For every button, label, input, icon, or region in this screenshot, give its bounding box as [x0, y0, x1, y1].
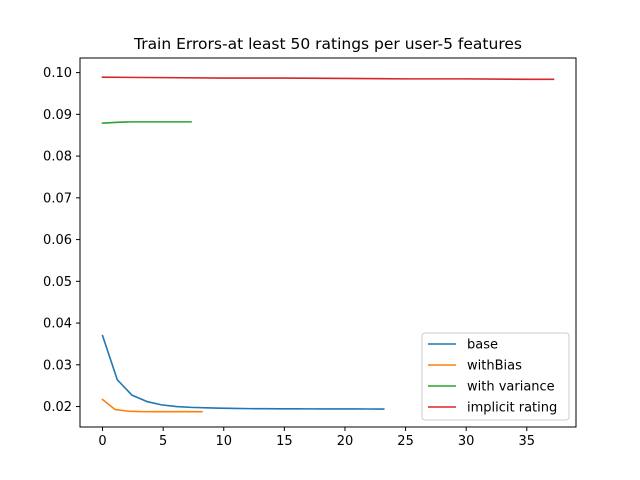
series-lines [101, 76, 555, 413]
chart-title: Train Errors-at least 50 ratings per use… [133, 35, 522, 53]
series-line-with-variance [101, 121, 192, 124]
x-tick-label: 5 [159, 434, 167, 449]
x-tick-label: 10 [215, 434, 232, 449]
y-tick-label: 0.06 [43, 233, 72, 248]
y-tick-label: 0.09 [43, 108, 72, 123]
x-tick-label: 0 [98, 434, 106, 449]
y-tick-label: 0.08 [43, 150, 72, 165]
y-tick-label: 0.05 [43, 275, 72, 290]
series-line-implicit-rating [101, 76, 555, 81]
series-line-base [101, 334, 385, 410]
y-tick-label: 0.10 [43, 66, 72, 81]
y-tick-label: 0.04 [43, 317, 72, 332]
legend-box [421, 332, 570, 421]
axis-ticks: 0 5 10 15 20 25 30 35 0.02 0.03 0.04 0.05 0.06 0.07 0.… [43, 66, 535, 449]
x-tick-label: 15 [276, 434, 293, 449]
legend-entry: implicit rating [467, 401, 557, 416]
legend-entry: with variance [467, 380, 555, 395]
x-tick-label: 30 [458, 434, 475, 449]
series-line-withbias [101, 398, 203, 413]
x-tick-label: 20 [337, 434, 354, 449]
legend: base withBias with variance implicit rating [421, 332, 570, 421]
y-tick-label: 0.07 [43, 191, 72, 206]
x-tick-label: 25 [397, 434, 414, 449]
legend-entry: base [467, 338, 498, 353]
y-tick-label: 0.03 [43, 358, 72, 373]
legend-entry: withBias [467, 359, 522, 374]
plot-area-frame [79, 57, 577, 428]
x-tick-label: 35 [519, 434, 536, 449]
y-tick-label: 0.02 [43, 400, 72, 415]
